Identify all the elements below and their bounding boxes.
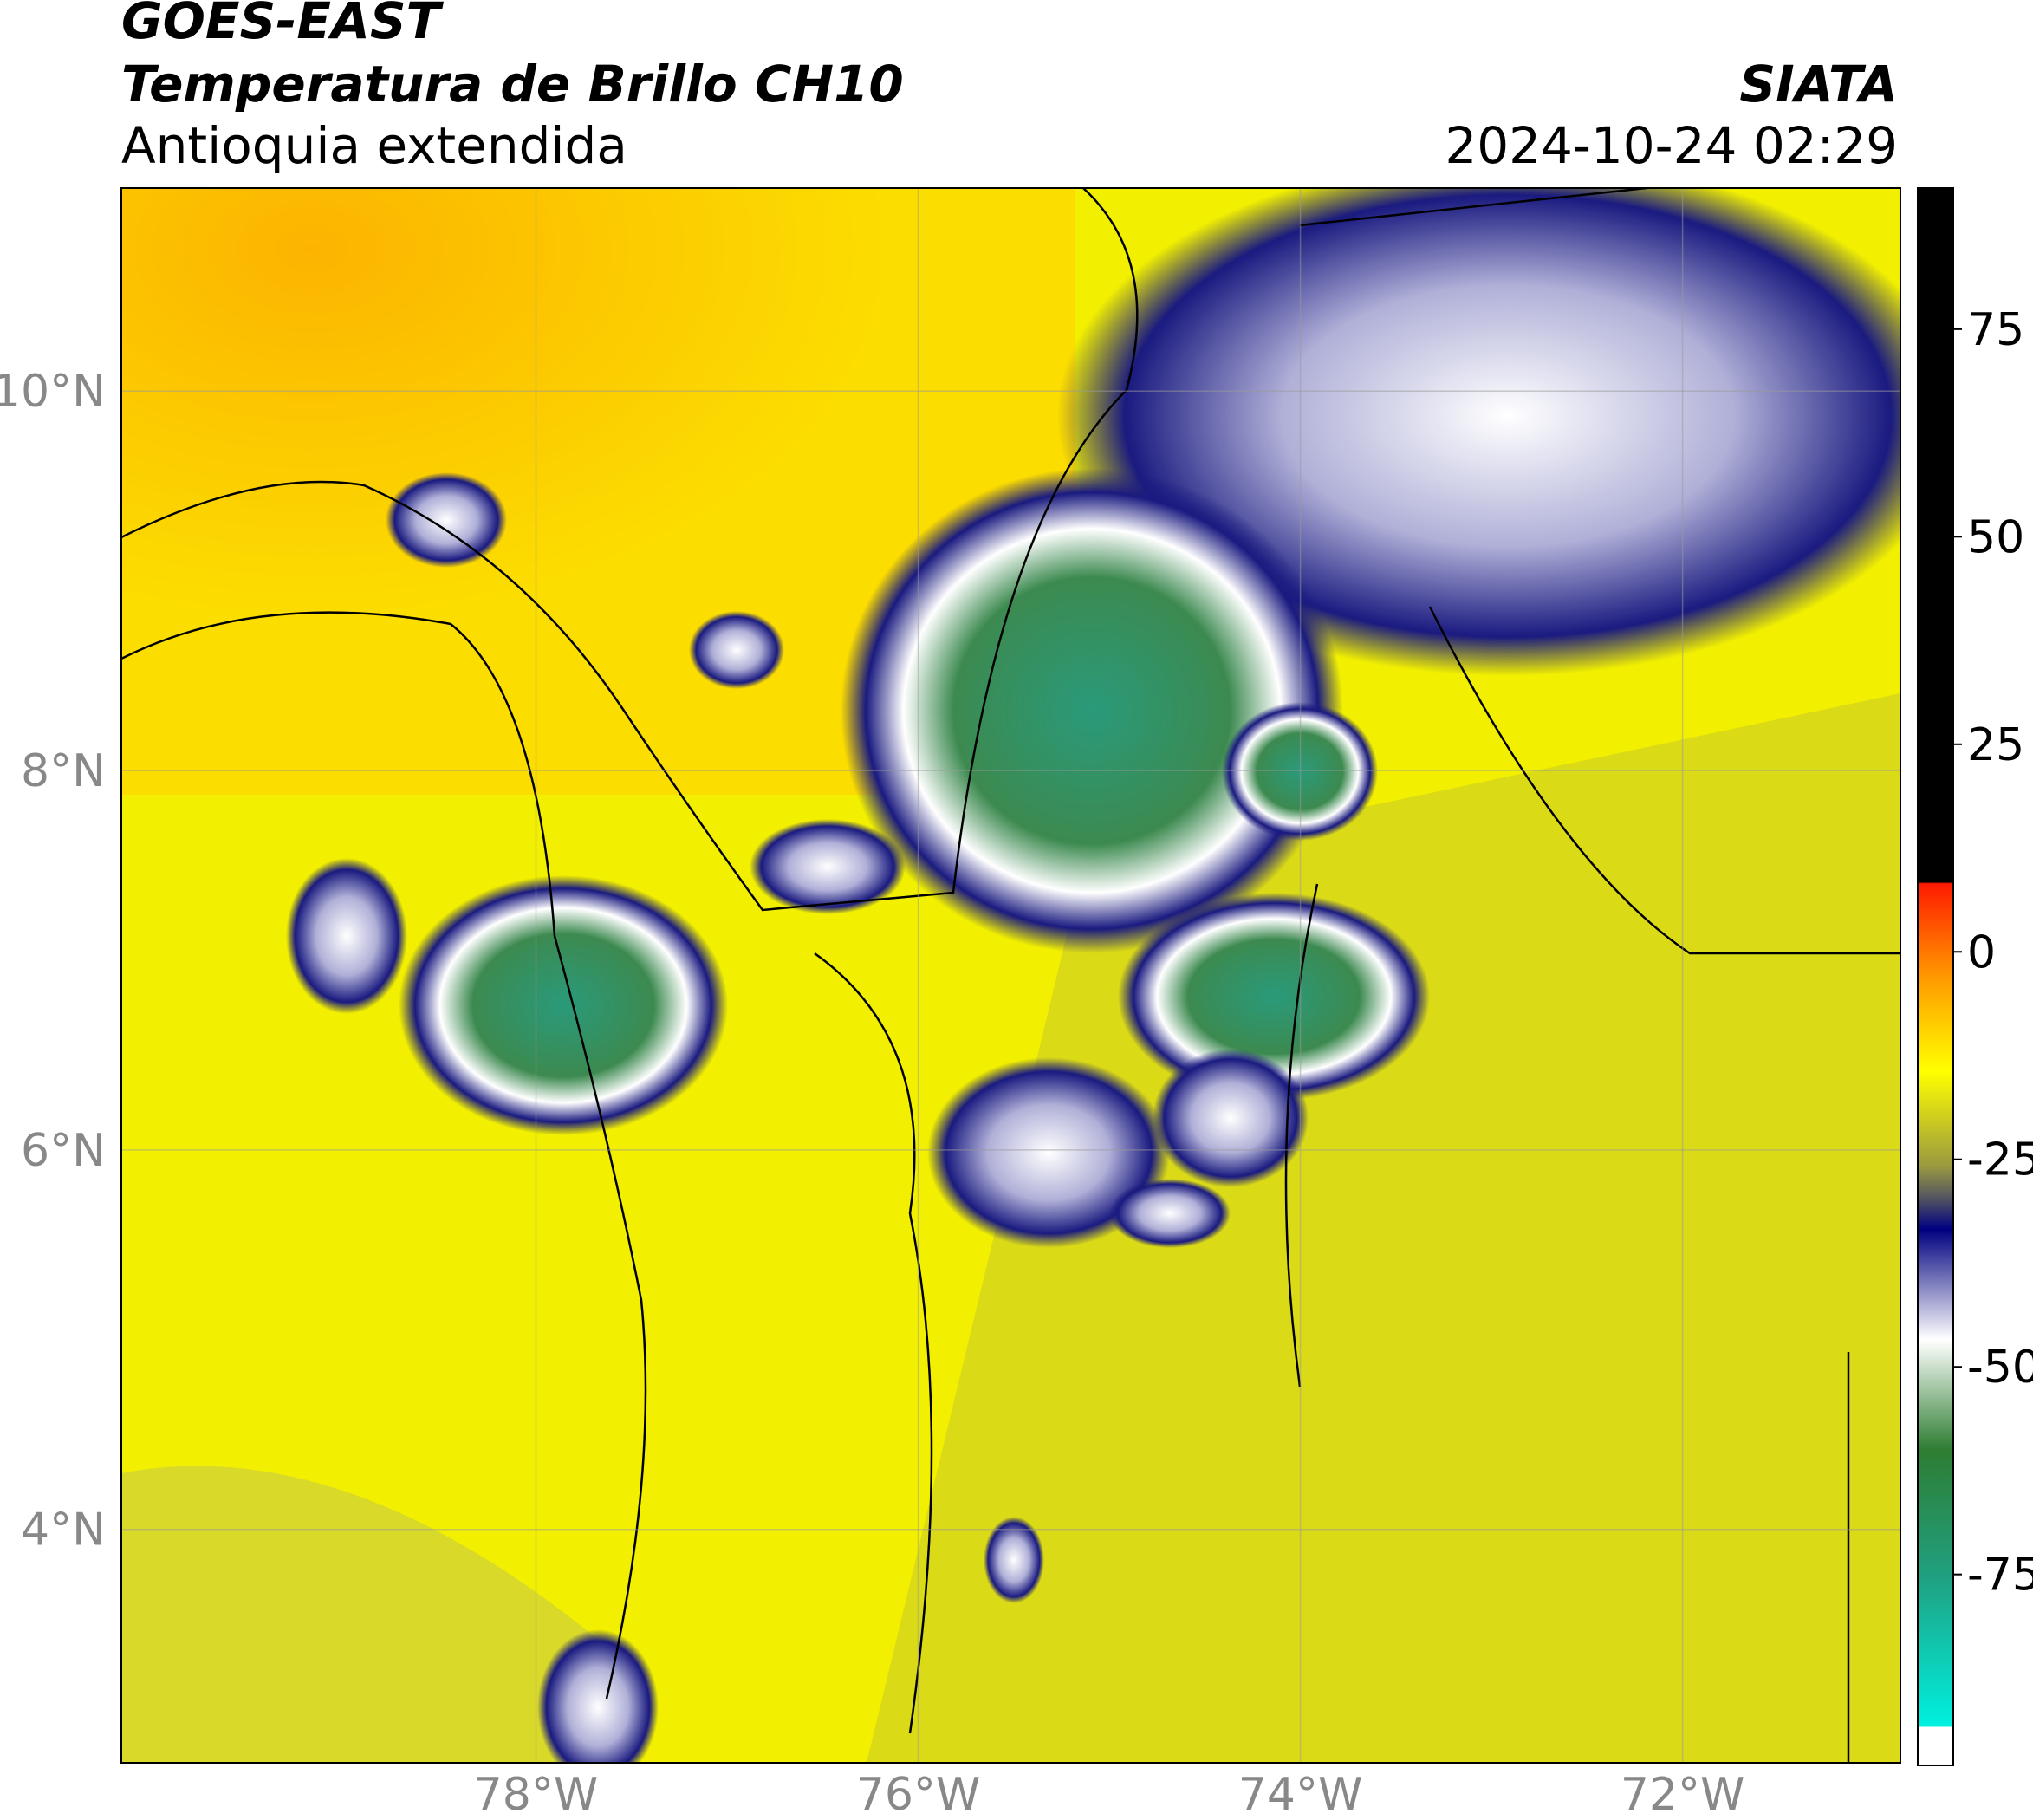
- y-tick-label: 8°N: [21, 745, 106, 797]
- y-tick-label: 10°N: [0, 366, 106, 418]
- map-image: [121, 188, 1900, 1763]
- satellite: GOES-EAST: [121, 0, 445, 50]
- colorbar-tick-label: -50: [1967, 1342, 2033, 1394]
- region: Antioquia extendida: [121, 116, 627, 175]
- colorbar-tick-label: 0: [1967, 926, 1996, 978]
- x-tick-label: 76°W: [856, 1769, 981, 1820]
- colorbar-tick-label: 75: [1967, 304, 2024, 356]
- y-tick-label: 6°N: [21, 1125, 106, 1177]
- colorbar-tick-label: -25: [1967, 1134, 2033, 1186]
- product: Temperatura de Brillo CH10: [121, 55, 904, 114]
- datetime: 2024-10-24 02:29: [1445, 116, 1898, 175]
- y-tick-label: 4°N: [21, 1505, 106, 1557]
- source: SIATA: [1739, 55, 1898, 114]
- colorbar-tick-label: -75: [1967, 1550, 2033, 1602]
- colorbar-tick-label: 25: [1967, 719, 2024, 771]
- x-tick-label: 72°W: [1621, 1769, 1745, 1820]
- x-tick-label: 74°W: [1238, 1769, 1363, 1820]
- map-frame: [120, 187, 1901, 1764]
- colorbar: [1917, 187, 1954, 1766]
- colorbar-tick-label: 50: [1967, 511, 2024, 563]
- x-tick-label: 78°W: [474, 1769, 599, 1820]
